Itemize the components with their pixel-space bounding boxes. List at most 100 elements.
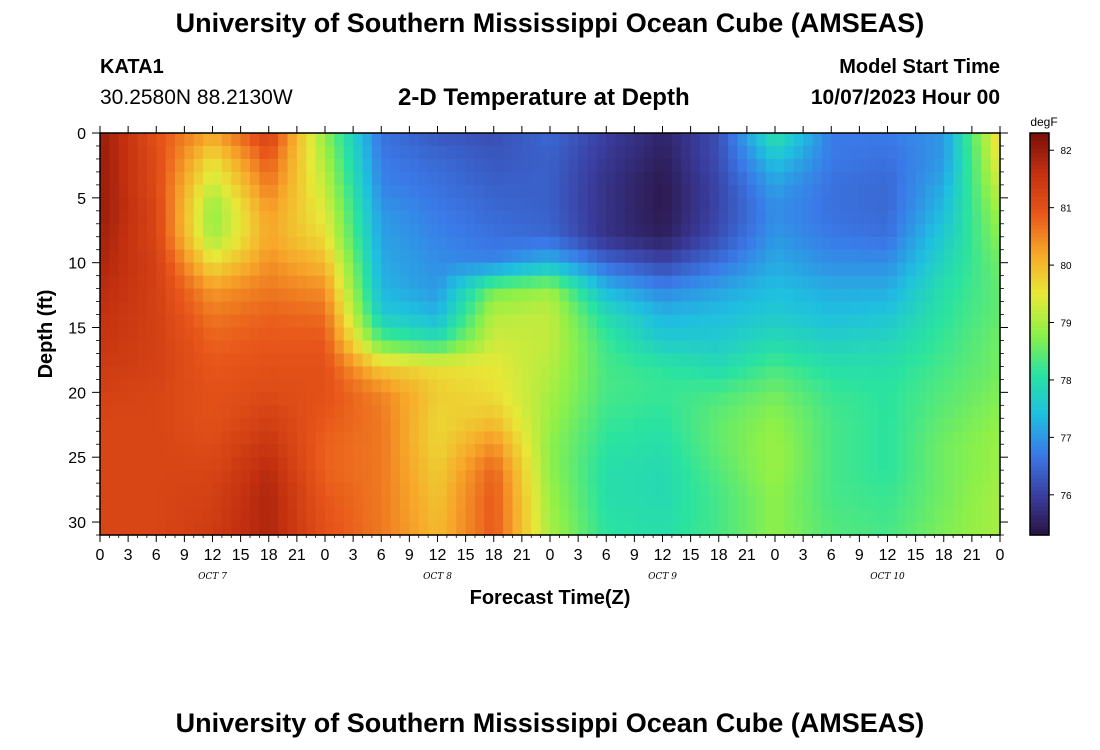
heatmap-cell xyxy=(915,444,926,458)
heatmap-cell xyxy=(700,210,710,225)
heatmap-cell xyxy=(840,301,851,316)
heatmap-cell xyxy=(634,145,645,160)
heatmap-cell xyxy=(784,340,795,355)
heatmap-cell xyxy=(606,392,617,406)
heatmap-cell xyxy=(343,184,354,199)
heatmap-cell xyxy=(756,197,767,212)
heatmap-cell xyxy=(437,184,448,199)
heatmap-cell xyxy=(240,496,251,510)
heatmap-cell xyxy=(362,171,373,186)
heatmap-cell xyxy=(990,158,1001,173)
heatmap-cell xyxy=(812,431,823,445)
heatmap-cell xyxy=(334,197,345,212)
heatmap-cell xyxy=(803,496,814,510)
heatmap-cell xyxy=(512,262,523,277)
heatmap-cell xyxy=(503,483,514,497)
heatmap-cell xyxy=(203,379,214,393)
heatmap-cell xyxy=(503,366,514,380)
heatmap-cell xyxy=(625,210,635,225)
heatmap-cell xyxy=(915,275,926,290)
heatmap-cell xyxy=(568,392,579,406)
heatmap-cell xyxy=(681,171,692,186)
heatmap-cell xyxy=(503,262,514,277)
heatmap-cell xyxy=(531,470,542,484)
heatmap-cell xyxy=(793,366,804,380)
heatmap-cell xyxy=(868,249,879,264)
heatmap-cell xyxy=(690,392,701,406)
heatmap-cell xyxy=(812,327,823,342)
heatmap-cell xyxy=(887,431,898,445)
heatmap-cell xyxy=(418,262,429,277)
heatmap-cell xyxy=(559,275,570,290)
heatmap-cell xyxy=(559,314,570,329)
heatmap-cell xyxy=(690,353,701,368)
heatmap-cell xyxy=(231,327,242,342)
heatmap-cell xyxy=(728,184,739,199)
heatmap-cell xyxy=(718,275,729,290)
heatmap-cell xyxy=(371,483,382,497)
heatmap-cell xyxy=(193,262,204,277)
heatmap-cell xyxy=(203,197,214,212)
heatmap-cell xyxy=(915,145,926,160)
heatmap-cell xyxy=(700,158,710,173)
heatmap-cell xyxy=(962,145,973,160)
heatmap-cell xyxy=(887,379,898,393)
heatmap-cell xyxy=(203,288,214,303)
heatmap-cell xyxy=(446,223,457,238)
heatmap-cell xyxy=(315,340,326,355)
heatmap-cell xyxy=(231,184,242,199)
heatmap-cell xyxy=(512,133,523,147)
heatmap-cell xyxy=(446,392,457,406)
heatmap-cell xyxy=(681,379,692,393)
heatmap-cell xyxy=(587,392,598,406)
heatmap-cell xyxy=(925,133,935,147)
heatmap-cell xyxy=(250,366,260,380)
colorbar-segment xyxy=(1030,490,1049,496)
heatmap-cell xyxy=(521,145,532,160)
heatmap-cell xyxy=(559,340,570,355)
heatmap-cell xyxy=(746,158,757,173)
heatmap-cell xyxy=(728,340,739,355)
heatmap-cell xyxy=(521,275,532,290)
heatmap-cell xyxy=(653,444,664,458)
heatmap-cell xyxy=(625,353,635,368)
heatmap-cell xyxy=(240,314,251,329)
heatmap-cell xyxy=(287,431,298,445)
heatmap-cell xyxy=(193,314,204,329)
heatmap-cell xyxy=(568,496,579,510)
heatmap-cell xyxy=(784,158,795,173)
heatmap-cell xyxy=(859,340,870,355)
heatmap-cell xyxy=(156,249,167,264)
heatmap-cell xyxy=(456,340,467,355)
heatmap-cell xyxy=(971,483,982,497)
heatmap-cell xyxy=(409,288,420,303)
x-tick-label: 6 xyxy=(152,547,161,564)
heatmap-cell xyxy=(353,418,364,432)
heatmap-cell xyxy=(550,158,560,173)
heatmap-cell xyxy=(250,223,260,238)
heatmap-cell xyxy=(259,496,270,510)
heatmap-cell xyxy=(231,171,242,186)
heatmap-cell xyxy=(850,158,860,173)
heatmap-cell xyxy=(831,444,842,458)
heatmap-cell xyxy=(203,184,214,199)
heatmap-cell xyxy=(653,262,664,277)
heatmap-cell xyxy=(306,379,317,393)
colorbar-segment xyxy=(1030,325,1049,331)
heatmap-cell xyxy=(446,314,457,329)
heatmap-cell xyxy=(353,353,364,368)
heatmap-cell xyxy=(109,379,120,393)
heatmap-cell xyxy=(540,470,551,484)
heatmap-cell xyxy=(212,184,223,199)
heatmap-cell xyxy=(962,236,973,251)
heatmap-cell xyxy=(240,249,251,264)
heatmap-cell xyxy=(896,133,907,147)
heatmap-cell xyxy=(550,379,560,393)
heatmap-cell xyxy=(615,470,626,484)
heatmap-cell xyxy=(184,223,195,238)
heatmap-cell xyxy=(315,262,326,277)
heatmap-cell xyxy=(306,483,317,497)
heatmap-cell xyxy=(400,262,410,277)
heatmap-cell xyxy=(334,314,345,329)
heatmap-cell xyxy=(859,366,870,380)
